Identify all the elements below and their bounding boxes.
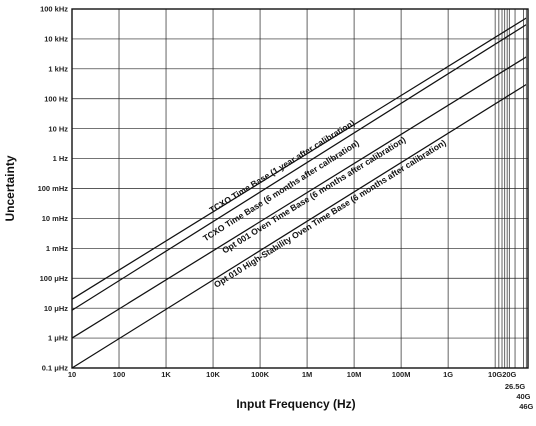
x-tick-label: 1K — [161, 370, 171, 379]
series-line-3 — [71, 56, 527, 339]
x-tick-label: 46G — [519, 402, 533, 411]
x-tick-label: 1M — [302, 370, 312, 379]
y-tick-label: 10 mHz — [42, 214, 69, 223]
plot-frame — [71, 8, 529, 369]
y-tick-label: 1 mHz — [46, 244, 68, 253]
x-axis-title: Input Frequency (Hz) — [236, 397, 355, 411]
y-tick-label: 10 μHz — [44, 304, 68, 313]
x-tick-label: 100K — [251, 370, 270, 379]
annotation-layer: TCXO Time Base (1 year after calibration… — [201, 118, 448, 290]
y-tick-label: 10 Hz — [48, 124, 68, 133]
y-tick-label: 100 mHz — [38, 184, 69, 193]
x-tick-label: 26.5G — [505, 382, 526, 391]
series-line-1 — [71, 17, 527, 300]
x-tick-label: 10K — [206, 370, 220, 379]
x-tick-label: 100M — [392, 370, 411, 379]
y-tick-label: 1 μHz — [48, 334, 68, 343]
x-tick-label: 1G — [443, 370, 453, 379]
y-tick-label: 10 kHz — [44, 35, 68, 44]
series-label-2: TCXO Time Base (6 months after calibrati… — [201, 138, 361, 244]
y-tick-label: 1 kHz — [48, 64, 68, 73]
series-label-1: TCXO Time Base (1 year after calibration… — [208, 118, 357, 215]
x-tick-label: 100 — [113, 370, 126, 379]
tick-layer: 100 kHz 10 kHz 1 kHz 100 Hz 10 Hz 1 Hz 100 mHz… — [38, 5, 534, 411]
x-tick-label: 10M — [347, 370, 362, 379]
y-tick-label: 0.1 μHz — [42, 364, 69, 373]
series-line-2 — [71, 24, 527, 311]
y-tick-label: 1 Hz — [53, 154, 69, 163]
grid-layer — [71, 8, 528, 369]
x-tick-label: 40G — [516, 392, 530, 401]
x-tick-label: 20G — [502, 370, 516, 379]
y-tick-label: 100 kHz — [40, 5, 68, 14]
x-tick-label: 10 — [68, 370, 76, 379]
series-layer — [71, 17, 527, 369]
y-tick-label: 100 Hz — [44, 94, 68, 103]
y-axis-title: Uncertainty — [3, 155, 17, 221]
x-tick-label: 10G — [488, 370, 502, 379]
y-tick-label: 100 μHz — [40, 274, 69, 283]
series-line-4 — [71, 83, 527, 369]
